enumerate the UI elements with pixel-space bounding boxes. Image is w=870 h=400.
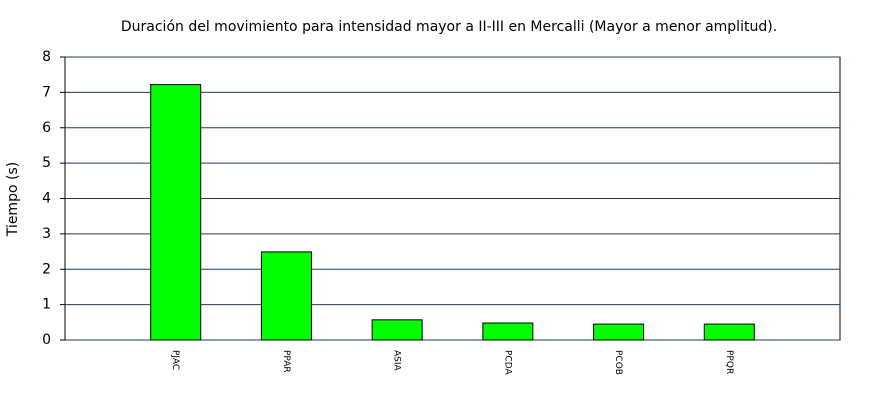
chart-title: Duración del movimiento para intensidad … [121, 19, 777, 35]
bar [593, 323, 645, 341]
y-tick-label: 1 [42, 297, 51, 313]
x-tick-label: PCDA [502, 350, 512, 375]
bar [482, 322, 534, 341]
bar [260, 251, 312, 341]
x-tick-label: PPAR [281, 350, 291, 373]
y-tick-label: 6 [42, 120, 51, 136]
y-tick-label: 3 [42, 226, 51, 242]
y-tick-label: 5 [42, 155, 51, 171]
x-tick-label: PPQR [724, 350, 734, 374]
y-axis-label: Tiempo (s) [5, 162, 21, 237]
x-tick-label: PJAC [170, 350, 180, 370]
bar [371, 319, 423, 341]
x-tick-label: PCOB [613, 350, 623, 375]
bar [150, 84, 202, 341]
y-tick-label: 8 [42, 49, 51, 65]
y-tick-label: 0 [42, 332, 51, 348]
x-tick-label: ASIA [392, 350, 402, 372]
y-tick-label: 7 [42, 84, 51, 100]
y-tick-label: 2 [42, 261, 51, 277]
bar [703, 323, 755, 341]
y-tick-label: 4 [42, 191, 51, 207]
